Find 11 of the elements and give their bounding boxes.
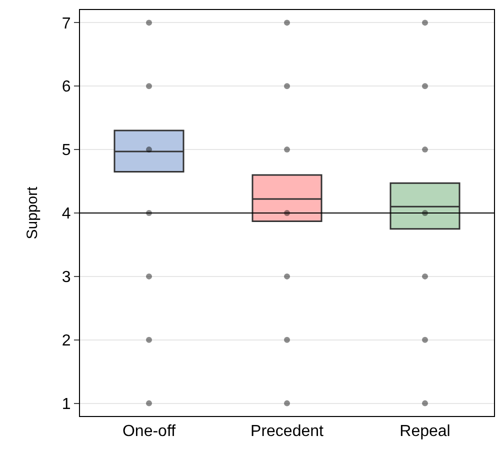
x-tick-label: One-off [122,423,176,440]
y-tick-label: 7 [62,15,71,32]
y-tick-label: 6 [62,78,71,96]
y-tick-label: 5 [62,142,71,160]
y-tick-label: 1 [62,396,71,413]
y-axis-title: Support [24,186,42,240]
y-tick-label: 2 [62,332,71,350]
x-tick-label: Precedent [250,423,324,440]
y-tick-label: 3 [62,269,71,286]
y-tick-label: 4 [62,206,71,223]
x-tick-label: Repeal [400,423,450,440]
